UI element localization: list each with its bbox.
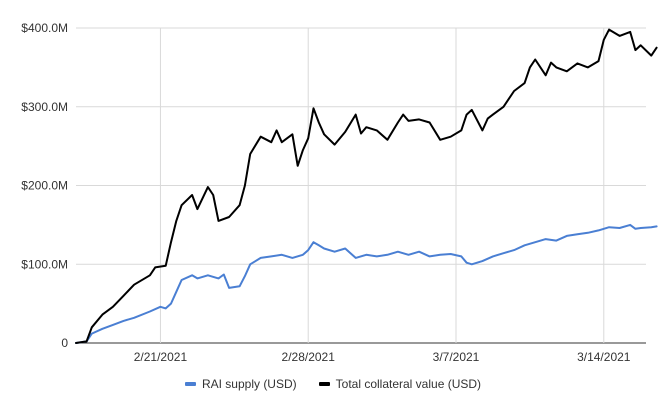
legend-label-rai-supply: RAI supply (USD) — [201, 377, 297, 391]
y-tick-label: $100.0M — [21, 257, 68, 271]
x-tick-label: 2/21/2021 — [134, 350, 188, 364]
series-line-total-collateral[interactable] — [75, 28, 658, 344]
x-tick-label: 3/7/2021 — [433, 350, 480, 364]
grid-lines — [76, 27, 646, 344]
x-tick-label: 2/28/2021 — [282, 350, 336, 364]
chart-legend: RAI supply (USD) Total collateral value … — [0, 374, 666, 394]
y-tick-label: $300.0M — [21, 100, 68, 114]
legend-swatch-total-collateral — [318, 382, 330, 386]
legend-item-total-collateral[interactable]: Total collateral value (USD) — [318, 377, 482, 391]
y-tick-label: $200.0M — [21, 179, 68, 193]
y-tick-label: 0 — [61, 336, 68, 350]
series-lines — [75, 28, 658, 344]
x-axis-tick-labels: 2/21/2021 2/28/2021 3/7/2021 3/14/2021 — [134, 350, 631, 364]
legend-item-rai-supply[interactable]: RAI supply (USD) — [184, 377, 297, 391]
legend-label-total-collateral: Total collateral value (USD) — [335, 377, 482, 391]
y-axis-tick-labels: 0 $100.0M $200.0M $300.0M $400.0M — [21, 21, 68, 350]
x-tick-label: 3/14/2021 — [577, 350, 631, 364]
line-chart: 0$100.0M$200.0M$300.0M$400.0M 2/21/2021 2… — [21, 21, 658, 364]
chart-area: 0 $100.0M $200.0M $300.0M $400.0M 2/21/2021 2… — [21, 21, 658, 364]
series-line-rai-supply[interactable] — [75, 223, 658, 344]
y-tick-label: $400.0M — [21, 21, 68, 35]
legend-swatch-rai-supply — [184, 382, 196, 386]
